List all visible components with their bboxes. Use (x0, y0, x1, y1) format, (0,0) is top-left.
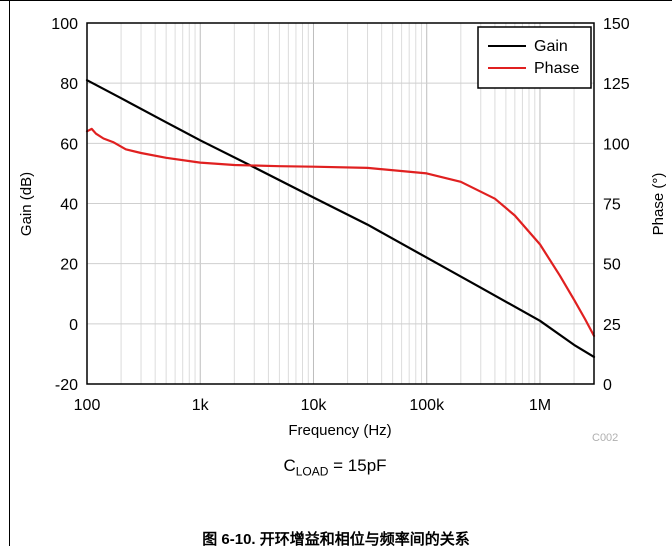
condition-symbol: C (283, 456, 296, 475)
series-line-phase (85, 127, 596, 337)
y2-axis-label: Phase (°) (650, 173, 667, 236)
open-loop-gain-phase-chart: 100 1k 10k 100k 1M -20 0 20 40 60 80 100 0 25 50 75 100 1… (18, 16, 667, 444)
y2-tick-label: 25 (603, 317, 621, 334)
legend-gain-label: Gain (534, 38, 568, 55)
y-tick-label: -20 (55, 377, 78, 394)
x-tick-label: 1k (192, 397, 210, 414)
legend-box (477, 26, 592, 89)
grid (87, 23, 594, 384)
y-tick-label: 80 (60, 76, 78, 93)
frame-left-rule (9, 0, 10, 546)
condition-value: = 15pF (328, 456, 387, 475)
y-tick-label: 60 (60, 136, 78, 153)
plot-area-border (86, 22, 595, 385)
x-axis-label: Frequency (Hz) (288, 422, 391, 439)
legend: Gain Phase (477, 26, 592, 89)
y-axis-label: Gain (dB) (18, 172, 35, 236)
frame-top-rule (0, 0, 672, 1)
x-tick-label: 10k (301, 397, 328, 414)
x-tick-label: 100 (74, 397, 101, 414)
y2-tick-label: 150 (603, 16, 630, 33)
tick-labels: 100 1k 10k 100k 1M -20 0 20 40 60 80 100 0 25 50 75 100 1… (51, 16, 630, 414)
series-line-gain (85, 79, 596, 358)
figure-caption: 图 6-10. 开环增益和相位与频率间的关系 (202, 531, 470, 548)
y2-tick-label: 100 (603, 136, 630, 153)
x-tick-label: 100k (409, 397, 445, 414)
y-tick-label: 0 (69, 317, 78, 334)
condition-subscript: LOAD (295, 464, 329, 479)
series-layer (85, 79, 596, 358)
load-condition: CLOAD = 15pF (240, 456, 430, 478)
x-tick-label: 1M (529, 397, 551, 414)
legend-phase-label: Phase (534, 60, 579, 77)
figure-code: C002 (592, 432, 618, 444)
y-tick-label: 40 (60, 197, 78, 214)
y-tick-label: 20 (60, 257, 78, 274)
y2-tick-label: 125 (603, 76, 630, 93)
y2-tick-label: 75 (603, 197, 621, 214)
y2-tick-label: 0 (603, 377, 612, 394)
y-tick-label: 100 (51, 16, 78, 33)
y2-tick-label: 50 (603, 257, 621, 274)
